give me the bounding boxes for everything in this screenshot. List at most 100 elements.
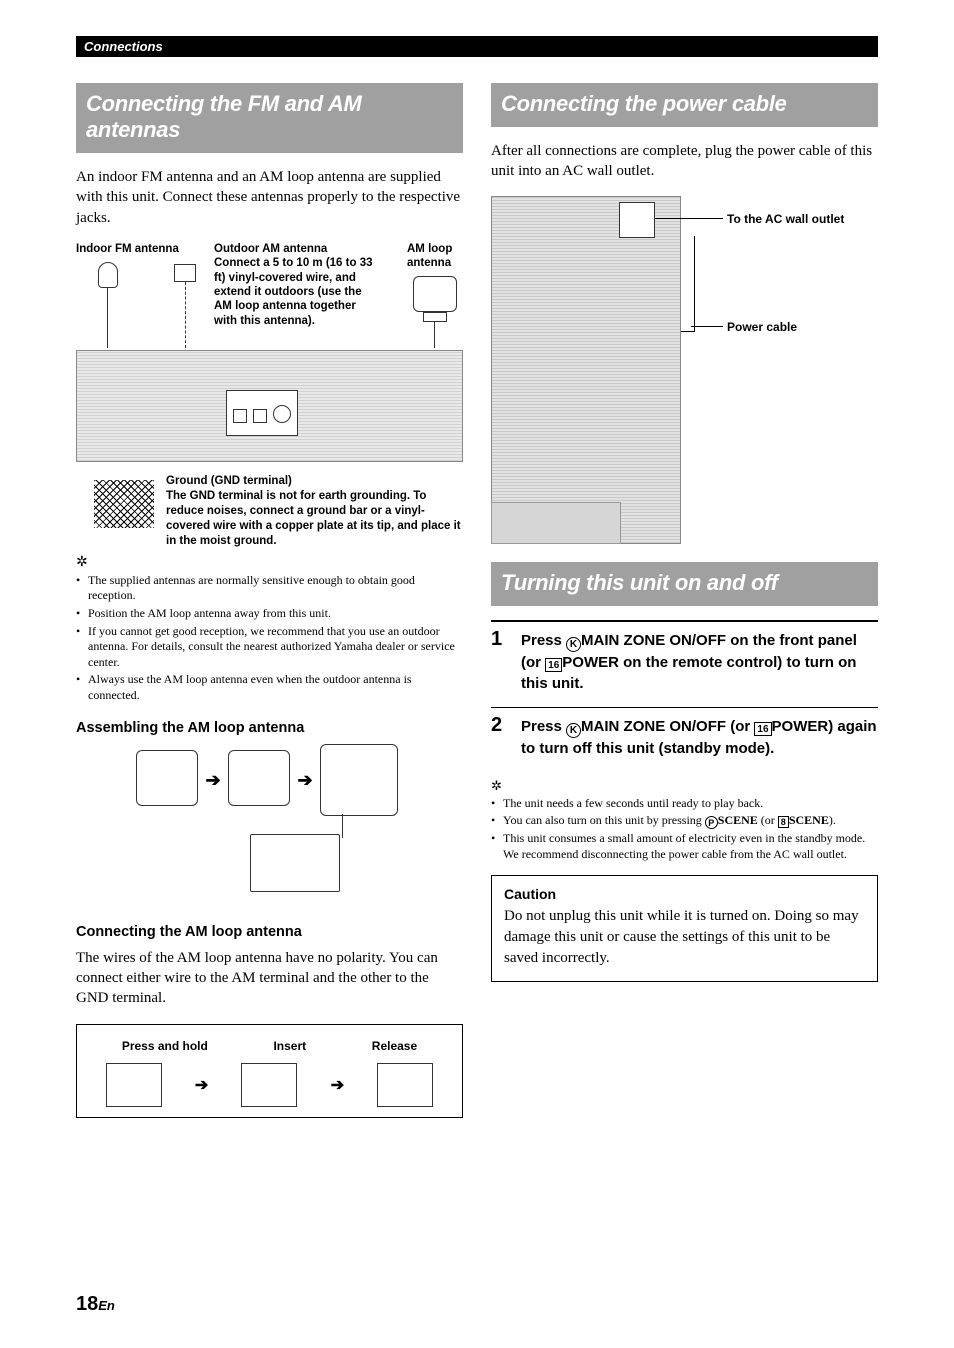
label-power-cable: Power cable: [727, 320, 797, 334]
step-item: Press KMAIN ZONE ON/OFF on the front pan…: [491, 620, 878, 708]
hint-icon: ✲: [76, 554, 463, 571]
label-indoor-fm: Indoor FM antenna: [76, 242, 179, 256]
tip-item: Always use the AM loop antenna even when…: [76, 672, 463, 703]
tip-item: The supplied antennas are normally sensi…: [76, 573, 463, 604]
power-intro: After all connections are complete, plug…: [491, 141, 878, 182]
hint-icon: ✲: [491, 778, 878, 794]
t: ).: [829, 813, 836, 827]
caution-heading: Caution: [504, 886, 865, 902]
page-number: 18En: [76, 1293, 115, 1316]
fm-wire: [107, 288, 108, 348]
terminal-fm-icon: [273, 405, 291, 423]
am-loop-icon: [413, 276, 457, 312]
t: (or: [758, 813, 778, 827]
leader-line: [691, 326, 723, 327]
two-column-layout: Connecting the FM and AM antennas An ind…: [76, 83, 878, 1118]
t: (or: [726, 718, 754, 735]
connect-label-press: Press and hold: [122, 1039, 208, 1053]
terminal-icon: [377, 1063, 433, 1107]
step-item: Press KMAIN ZONE ON/OFF (or 16POWER) aga…: [491, 707, 878, 772]
label-to-wall: To the AC wall outlet: [727, 212, 844, 226]
tip-item: This unit consumes a small amount of ele…: [491, 831, 878, 862]
assembly-step-icon: [320, 744, 398, 816]
assembling-heading: Assembling the AM loop antenna: [76, 720, 463, 736]
assembly-base-icon: [250, 834, 340, 892]
antenna-tips: The supplied antennas are normally sensi…: [76, 573, 463, 704]
key-square-icon: 16: [754, 722, 771, 736]
label-outdoor-am-title: Outdoor AM antenna: [214, 243, 327, 255]
t: POWER: [772, 718, 829, 735]
step-2-text: Press KMAIN ZONE ON/OFF (or 16POWER) aga…: [521, 716, 878, 760]
connecting-body: The wires of the AM loop antenna have no…: [76, 948, 463, 1009]
section-heading-turning: Turning this unit on and off: [491, 562, 878, 606]
am-loop-base: [423, 312, 447, 322]
key-circle-icon: K: [566, 637, 581, 652]
tip-item: You can also turn on this unit by pressi…: [491, 813, 878, 829]
ground-title: Ground (GND terminal): [166, 475, 292, 487]
terminal-icon: [241, 1063, 297, 1107]
right-column: Connecting the power cable After all con…: [491, 83, 878, 1118]
turning-tips: The unit needs a few seconds until ready…: [491, 796, 878, 863]
connecting-heading: Connecting the AM loop antenna: [76, 924, 463, 940]
cable-line: [681, 236, 695, 332]
power-plug-icon: [619, 202, 655, 238]
label-outdoor-am-body: Connect a 5 to 10 m (16 to 33 ft) vinyl-…: [214, 257, 373, 327]
tip-item: The unit needs a few seconds until ready…: [491, 796, 878, 812]
section-heading-power: Connecting the power cable: [491, 83, 878, 127]
page-number-value: 18: [76, 1293, 98, 1315]
page: Connections Connecting the FM and AM ant…: [0, 0, 954, 1148]
assembly-step-icon: [136, 750, 198, 806]
receiver-rear-icon: [491, 196, 681, 544]
antenna-diagram: Indoor FM antenna Outdoor AM antenna Con…: [76, 242, 463, 542]
key-square-icon: 16: [545, 658, 562, 672]
left-column: Connecting the FM and AM antennas An ind…: [76, 83, 463, 1118]
terminal-icon: [106, 1063, 162, 1107]
terminal-gnd-icon: [233, 409, 247, 423]
assembly-lead: [342, 814, 343, 838]
caution-body: Do not unplug this unit while it is turn…: [504, 906, 865, 969]
tip-item: Position the AM loop antenna away from t…: [76, 606, 463, 622]
step-1-text: Press KMAIN ZONE ON/OFF on the front pan…: [521, 630, 878, 696]
arrow-icon: ➔: [195, 1075, 208, 1095]
connect-steps-box: Press and hold Insert Release ➔ ➔: [76, 1024, 463, 1118]
t: Press: [521, 632, 566, 649]
leader-line: [655, 218, 723, 219]
key-circle-icon: P: [705, 816, 718, 829]
assembly-step-icon: [228, 750, 290, 806]
key-circle-icon: K: [566, 723, 581, 738]
power-steps: Press KMAIN ZONE ON/OFF on the front pan…: [491, 620, 878, 772]
ground-hatch-icon: [94, 480, 154, 528]
t: Press: [521, 718, 566, 735]
arrow-icon: ➔: [331, 1075, 344, 1095]
ground-text: Ground (GND terminal) The GND terminal i…: [166, 474, 463, 549]
am-loop-wire: [434, 322, 435, 348]
t: MAIN ZONE ON/OFF: [581, 632, 726, 649]
chapter-bar: Connections: [76, 36, 878, 57]
label-am-loop: AM loop antenna: [407, 242, 463, 271]
connect-label-release: Release: [372, 1039, 417, 1053]
t: You can also turn on this unit by pressi…: [503, 813, 705, 827]
arrow-icon: ➔: [206, 770, 221, 791]
connect-label-insert: Insert: [273, 1039, 306, 1053]
label-outdoor-am: Outdoor AM antenna Connect a 5 to 10 m (…: [214, 242, 374, 328]
key-square-icon: 8: [778, 816, 789, 828]
power-diagram: To the AC wall outlet Power cable: [491, 196, 878, 544]
arrow-icon: ➔: [298, 770, 313, 791]
outdoor-am-box: [174, 264, 196, 282]
t: POWER: [562, 654, 619, 671]
receiver-bottom-icon: [491, 502, 621, 544]
terminal-am-icon: [253, 409, 267, 423]
caution-box: Caution Do not unplug this unit while it…: [491, 875, 878, 982]
tip-item: If you cannot get good reception, we rec…: [76, 624, 463, 671]
t: MAIN ZONE ON/OFF: [581, 718, 726, 735]
t: SCENE: [718, 813, 758, 827]
outdoor-am-wire: [185, 282, 186, 348]
antenna-intro: An indoor FM antenna and an AM loop ante…: [76, 167, 463, 228]
assembly-diagram: ➔ ➔: [130, 744, 410, 902]
t: SCENE: [789, 813, 829, 827]
page-lang: En: [98, 1298, 115, 1313]
antenna-terminals: [226, 390, 298, 436]
section-heading-antennas: Connecting the FM and AM antennas: [76, 83, 463, 153]
ground-body: The GND terminal is not for earth ground…: [166, 490, 461, 547]
fm-antenna-icon: [98, 262, 118, 288]
